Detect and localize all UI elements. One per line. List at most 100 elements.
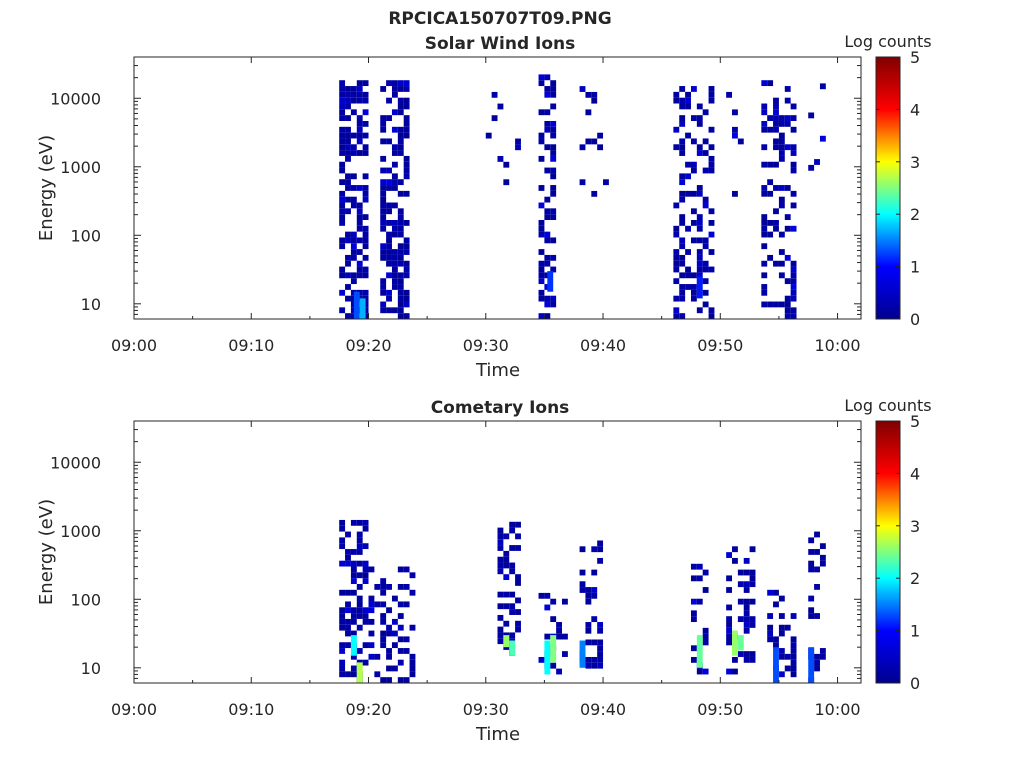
spectrogram-cell bbox=[515, 580, 521, 586]
spectrogram-cell bbox=[356, 519, 363, 526]
spectrogram-cell bbox=[497, 539, 504, 546]
spectrogram-cell bbox=[784, 225, 791, 232]
spectrogram-cell bbox=[386, 80, 392, 87]
spectrogram-cells bbox=[339, 519, 826, 683]
spectrogram-cell bbox=[790, 307, 797, 314]
spectrogram-cell bbox=[591, 190, 598, 197]
spectrogram-cell bbox=[696, 237, 703, 244]
spectrogram-cell bbox=[350, 150, 357, 156]
colorbar-tick-label: 0 bbox=[910, 674, 920, 693]
spectrogram-cell bbox=[397, 179, 404, 186]
spectrogram-cell bbox=[790, 295, 797, 302]
spectrogram-cell bbox=[380, 618, 387, 625]
spectrogram-cell bbox=[743, 557, 750, 564]
spectrogram-cell bbox=[819, 648, 826, 654]
spectrogram-cell bbox=[380, 278, 387, 285]
spectrogram-cell bbox=[374, 671, 381, 678]
spectrogram-cell bbox=[685, 249, 691, 255]
spectrogram-cell bbox=[767, 589, 774, 596]
spectrogram-cell bbox=[579, 581, 586, 588]
spectrogram-cell bbox=[814, 659, 820, 666]
spectrogram-cell bbox=[696, 185, 703, 191]
spectrogram-cell bbox=[403, 266, 410, 273]
spectrogram-cell bbox=[538, 202, 545, 209]
spectrogram-cell bbox=[708, 167, 715, 174]
spectrogram-cell bbox=[380, 642, 387, 649]
spectrogram-cell bbox=[339, 272, 346, 279]
spectrogram-cell bbox=[690, 610, 697, 617]
colorbar-tick-label: 2 bbox=[910, 569, 920, 588]
spectrogram-cell bbox=[362, 150, 369, 156]
spectrogram-cell bbox=[585, 91, 592, 98]
spectrogram-cell bbox=[819, 560, 826, 567]
spectrogram-cell bbox=[784, 295, 791, 302]
spectrogram-cell bbox=[391, 202, 398, 209]
spectrogram-cell bbox=[356, 266, 363, 273]
spectrogram-cell bbox=[550, 616, 557, 623]
spectrogram-cell bbox=[538, 231, 545, 238]
spectrogram-cell bbox=[690, 86, 697, 92]
spectrogram-cell bbox=[356, 543, 363, 550]
spectrogram-cell bbox=[808, 164, 815, 171]
spectrogram-cell bbox=[591, 592, 598, 599]
spectrogram-cell bbox=[556, 633, 562, 640]
spectrogram-cell bbox=[391, 630, 398, 637]
spectrogram-cell bbox=[784, 653, 791, 660]
spectrogram-cell bbox=[515, 144, 521, 151]
spectrogram-cell bbox=[345, 115, 351, 121]
spectrogram-cell bbox=[673, 225, 680, 232]
spectrogram-cell bbox=[368, 618, 375, 625]
spectrogram-cell bbox=[585, 622, 592, 628]
spectrogram-cell bbox=[386, 208, 392, 215]
spectrogram-cell bbox=[767, 636, 774, 643]
spectrogram-cell bbox=[673, 91, 680, 98]
spectrogram-cell bbox=[345, 185, 351, 191]
spectrogram-cell bbox=[538, 266, 545, 273]
spectrogram-cell bbox=[773, 97, 779, 104]
spectrogram-cell bbox=[814, 531, 820, 538]
x-axis-label: Time bbox=[475, 724, 520, 745]
spectrogram-cell bbox=[350, 278, 357, 285]
spectrogram-cell bbox=[679, 272, 686, 279]
spectrogram-cell bbox=[761, 80, 768, 87]
spectrogram-cell bbox=[749, 575, 756, 582]
spectrogram-cell bbox=[690, 284, 697, 290]
spectrogram-cell bbox=[345, 295, 351, 302]
spectrogram-cell bbox=[690, 575, 697, 582]
spectrogram-cell bbox=[761, 144, 768, 151]
spectrogram-cell bbox=[397, 272, 404, 279]
spectrogram-cell bbox=[538, 132, 545, 139]
spectrogram-cell bbox=[591, 546, 598, 553]
spectrogram-cell bbox=[386, 583, 392, 590]
x-tick-label: 09:20 bbox=[345, 700, 391, 719]
spectrogram-cell bbox=[702, 243, 709, 250]
spectrogram-cell bbox=[550, 103, 557, 110]
spectrogram-cell bbox=[790, 260, 797, 267]
spectrogram-cell bbox=[350, 243, 357, 250]
spectrogram-cell bbox=[397, 86, 404, 92]
spectrogram-cell bbox=[819, 83, 826, 90]
panel-title: Cometary Ions bbox=[431, 398, 570, 418]
spectrogram-cell bbox=[790, 648, 797, 654]
spectrogram-cell bbox=[544, 74, 551, 81]
spectrogram-cell bbox=[345, 132, 351, 139]
spectrogram-cell bbox=[726, 627, 733, 634]
spectrogram-cell bbox=[397, 243, 404, 250]
spectrogram-cell bbox=[702, 237, 709, 244]
spectrogram-cell bbox=[391, 618, 398, 625]
spectrogram-cell bbox=[380, 636, 387, 643]
spectrogram-cell bbox=[345, 86, 351, 92]
spectrogram-cell bbox=[380, 167, 387, 174]
spectrogram-cell bbox=[679, 190, 686, 197]
spectrogram-cell bbox=[339, 237, 346, 244]
spectrogram-cell bbox=[362, 109, 369, 116]
spectrogram-cell bbox=[380, 120, 387, 127]
spectrogram-cell bbox=[339, 126, 346, 133]
spectrogram-cell bbox=[391, 260, 398, 267]
spectrogram-cell bbox=[690, 167, 697, 174]
spectrogram-cell bbox=[585, 109, 592, 116]
spectrogram-cell bbox=[743, 656, 750, 663]
spectrogram-cell bbox=[391, 179, 398, 186]
spectrogram-cell bbox=[702, 196, 709, 203]
spectrogram-cell bbox=[814, 566, 820, 573]
